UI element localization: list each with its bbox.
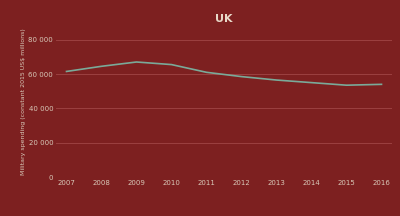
Y-axis label: Military spending (constant 2015 US$ millions): Military spending (constant 2015 US$ mil… (21, 28, 26, 175)
Title: UK: UK (215, 14, 233, 24)
